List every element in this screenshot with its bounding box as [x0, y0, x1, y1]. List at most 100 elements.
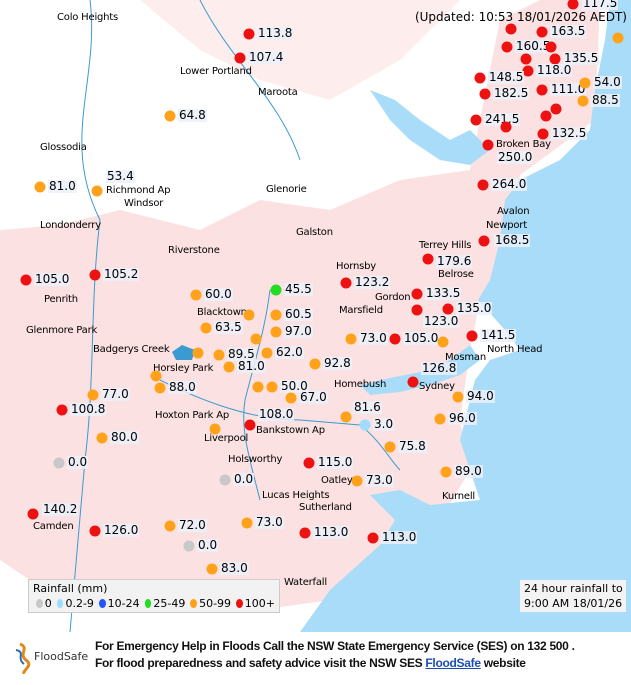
- rain-gauge-50-99-marker[interactable]: [266, 381, 278, 393]
- rain-gauge-100+-marker[interactable]: [474, 72, 486, 84]
- rain-gauge-50-99-marker[interactable]: [612, 32, 624, 44]
- rain-gauge-100+-marker[interactable]: [367, 532, 379, 544]
- rain-gauge-50-99-marker[interactable]: [440, 466, 452, 478]
- legend-label: 50-99: [199, 597, 232, 610]
- rain-gauge-50-99-marker[interactable]: [150, 370, 162, 382]
- rain-gauge-100+-marker[interactable]: [411, 288, 423, 300]
- rain-gauge-100+-marker[interactable]: [501, 41, 513, 53]
- rain-gauge-100+-marker[interactable]: [478, 235, 490, 247]
- rain-gauge-50-99-marker[interactable]: [154, 382, 166, 394]
- period-box: 24 hour rainfall to 9:00 AM 18/01/26: [520, 580, 626, 612]
- rainfall-value: 75.8: [398, 439, 427, 453]
- rain-gauge-100+-marker[interactable]: [477, 179, 489, 191]
- rain-gauge-50-99-marker[interactable]: [252, 381, 264, 393]
- rain-gauge-100+-marker[interactable]: [234, 52, 246, 64]
- rain-gauge-100+-marker[interactable]: [482, 139, 494, 151]
- legend-swatch-icon: [98, 599, 106, 608]
- rainfall-value: 62.0: [275, 345, 304, 359]
- rain-gauge-50-99-marker[interactable]: [243, 309, 255, 321]
- rain-gauge-50-99-marker[interactable]: [164, 110, 176, 122]
- rain-gauge-50-99-marker[interactable]: [452, 391, 464, 403]
- rain-gauge-50-99-marker[interactable]: [261, 347, 273, 359]
- rain-gauge-50-99-marker[interactable]: [223, 361, 235, 373]
- rain-gauge-50-99-marker[interactable]: [200, 322, 212, 334]
- rainfall-value: 113.0: [381, 530, 418, 544]
- rain-gauge-50-99-marker[interactable]: [577, 95, 589, 107]
- rain-gauge-100+-marker[interactable]: [299, 527, 311, 539]
- rain-gauge-100+-marker[interactable]: [89, 269, 101, 281]
- rain-gauge-50-99-marker[interactable]: [340, 411, 352, 423]
- rain-gauge-100+-marker[interactable]: [56, 404, 68, 416]
- rainfall-value: 0.0: [233, 472, 255, 486]
- rain-gauge-100+-marker[interactable]: [89, 525, 101, 537]
- rain-gauge-100+-marker[interactable]: [442, 303, 454, 315]
- rain-gauge-100+-marker[interactable]: [522, 65, 534, 77]
- rain-gauge-50-99-marker[interactable]: [351, 475, 363, 487]
- rain-gauge-50-99-marker[interactable]: [34, 181, 46, 193]
- rain-gauge-50-99-marker[interactable]: [434, 413, 446, 425]
- rain-gauge-100+-marker[interactable]: [470, 114, 482, 126]
- rain-gauge-100+-marker[interactable]: [466, 330, 478, 342]
- rain-gauge-0-marker[interactable]: [219, 474, 231, 486]
- rain-gauge-50-99-marker[interactable]: [309, 358, 321, 370]
- rain-gauge-100+-marker[interactable]: [411, 304, 423, 316]
- rain-gauge-50-99-marker[interactable]: [270, 326, 282, 338]
- rain-gauge-50-99-marker[interactable]: [209, 423, 221, 435]
- rain-gauge-100+-marker[interactable]: [545, 41, 557, 53]
- rainfall-value: 92.8: [323, 356, 352, 370]
- rain-gauge-50-99-marker[interactable]: [241, 517, 253, 529]
- rainfall-value: 100.8: [70, 402, 107, 416]
- pittwater: [370, 90, 490, 165]
- rain-gauge-100+-marker[interactable]: [479, 88, 491, 100]
- rain-gauge-100+-marker[interactable]: [550, 103, 562, 115]
- rain-gauge-100+-marker[interactable]: [27, 508, 39, 520]
- rain-gauge-0.2-9-marker[interactable]: [359, 419, 371, 431]
- rainfall-value: 111.0: [550, 82, 587, 96]
- rain-gauge-100+-marker[interactable]: [303, 457, 315, 469]
- floodsafe-link[interactable]: FloodSafe: [425, 656, 481, 670]
- rain-gauge-50-99-marker[interactable]: [190, 289, 202, 301]
- rain-gauge-100+-marker[interactable]: [540, 110, 552, 122]
- rainfall-value: 105.2: [103, 267, 140, 281]
- rain-gauge-50-99-marker[interactable]: [206, 563, 218, 575]
- rain-gauge-100+-marker[interactable]: [243, 28, 255, 40]
- rainfall-value: 117.5: [582, 0, 619, 10]
- rain-gauge-100+-marker[interactable]: [422, 253, 434, 265]
- rain-gauge-100+-marker[interactable]: [500, 121, 512, 133]
- rain-gauge-100+-marker[interactable]: [20, 274, 32, 286]
- rain-gauge-100+-marker[interactable]: [340, 277, 352, 289]
- updated-timestamp: (Updated: 10:53 18/01/2026 AEDT): [414, 10, 627, 24]
- rain-gauge-50-99-marker[interactable]: [579, 77, 591, 89]
- rain-gauge-50-99-marker[interactable]: [437, 336, 449, 348]
- rain-gauge-25-49-marker[interactable]: [270, 284, 282, 296]
- rain-gauge-50-99-marker[interactable]: [164, 520, 176, 532]
- place-label: Hoxton Park Ap: [155, 410, 229, 421]
- place-label: Colo Heights: [57, 12, 119, 23]
- rain-gauge-50-99-marker[interactable]: [91, 185, 103, 197]
- rain-gauge-50-99-marker[interactable]: [345, 333, 357, 345]
- rain-gauge-0-marker[interactable]: [183, 540, 195, 552]
- rain-gauge-50-99-marker[interactable]: [285, 392, 297, 404]
- rainfall-value: 123.0: [423, 314, 460, 328]
- rain-gauge-100+-marker[interactable]: [536, 26, 548, 38]
- rainfall-map[interactable]: Colo Heights Lower Portland Maroota Glossod…: [0, 0, 631, 632]
- rain-gauge-100+-marker[interactable]: [536, 84, 548, 96]
- rain-gauge-100+-marker[interactable]: [505, 23, 517, 35]
- rain-gauge-50-99-marker[interactable]: [213, 349, 225, 361]
- rain-gauge-50-99-marker[interactable]: [384, 441, 396, 453]
- rain-gauge-50-99-marker[interactable]: [192, 347, 204, 359]
- rain-gauge-100+-marker[interactable]: [520, 53, 532, 65]
- rain-gauge-50-99-marker[interactable]: [270, 309, 282, 321]
- rain-gauge-100+-marker[interactable]: [549, 53, 561, 65]
- rain-gauge-0-marker[interactable]: [53, 457, 65, 469]
- rain-gauge-100+-marker[interactable]: [537, 128, 549, 140]
- rain-gauge-100+-marker[interactable]: [389, 333, 401, 345]
- urban-area: [0, 0, 600, 610]
- rain-gauge-50-99-marker[interactable]: [250, 333, 262, 345]
- rain-gauge-100+-marker[interactable]: [407, 376, 419, 388]
- rain-gauge-100+-marker[interactable]: [567, 0, 579, 10]
- rain-gauge-100+-marker[interactable]: [244, 419, 256, 431]
- rain-gauge-50-99-marker[interactable]: [87, 389, 99, 401]
- place-label: Terrey Hills: [419, 240, 472, 251]
- rain-gauge-50-99-marker[interactable]: [96, 432, 108, 444]
